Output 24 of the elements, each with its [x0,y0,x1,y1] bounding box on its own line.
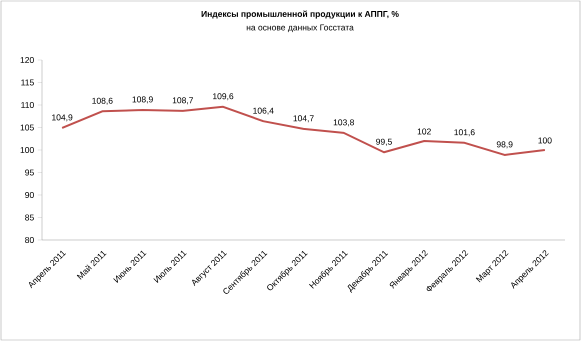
data-label: 101,6 [454,129,475,136]
chart-subtitle: на основе данных Госстата [246,24,354,32]
y-tick-label: 85 [25,214,34,221]
data-label: 108,7 [172,97,194,104]
data-label: 108,6 [92,98,113,105]
data-label: 99,5 [376,138,392,146]
y-tick-label: 105 [20,124,34,131]
data-label: 108,9 [132,96,153,104]
y-tick-label: 90 [25,192,34,198]
data-label: 104,9 [52,114,72,122]
y-tick-label: 80 [25,236,34,244]
y-tick-label: 115 [21,80,34,86]
y-tick-label: 100 [20,147,34,154]
data-label: 104,7 [294,115,314,122]
y-tick-label: 95 [25,170,34,176]
y-tick-label: 110 [21,102,34,108]
data-label: 109,6 [213,93,234,100]
y-tick-label: 120 [20,57,34,64]
data-label: 102 [418,128,431,134]
data-label: 100 [538,137,552,144]
chart-title: Индексы промышленной продукции к АППГ, % [202,10,399,19]
data-label: 98,9 [496,141,513,148]
data-label: 103,8 [334,119,354,126]
data-label: 106,4 [253,108,274,115]
